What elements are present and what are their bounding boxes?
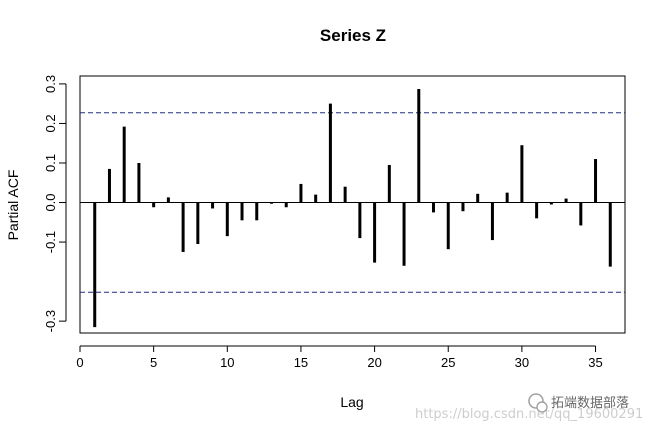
y-axis: -0.3 -0.1 0.0 0.1 0.2 0.3	[43, 75, 67, 332]
y-tick-label: 0.2	[43, 114, 58, 132]
x-tick-label: 30	[515, 355, 529, 370]
watermark: https://blog.csdn.net/qq_19600291 拓端数据部落	[415, 393, 643, 422]
plot-frame	[79, 75, 626, 334]
y-tick-label: 0.3	[43, 75, 58, 93]
watermark-brand: 拓端数据部落	[551, 396, 629, 411]
x-tick-label: 10	[220, 355, 234, 370]
x-tick-label: 5	[150, 355, 157, 370]
y-tick-label: 0.1	[43, 154, 58, 172]
y-tick-label: -0.3	[43, 310, 58, 332]
x-axis-label: Lag	[340, 394, 363, 410]
y-tick-label: -0.1	[43, 231, 58, 253]
x-tick-label: 0	[76, 355, 83, 370]
wechat-logo-icon	[528, 393, 548, 413]
x-tick-label: 20	[367, 355, 381, 370]
x-tick-label: 15	[294, 355, 308, 370]
y-axis-label: Partial ACF	[5, 170, 21, 241]
watermark-url: https://blog.csdn.net/qq_19600291	[415, 407, 643, 422]
x-tick-label: 35	[588, 355, 602, 370]
x-tick-label: 25	[441, 355, 455, 370]
x-axis: 0 5 10 15 20 25 30 35	[76, 345, 603, 370]
y-tick-label: 0.0	[43, 193, 58, 211]
pacf-bars	[93, 89, 612, 328]
chart-title: Series Z	[320, 26, 386, 45]
